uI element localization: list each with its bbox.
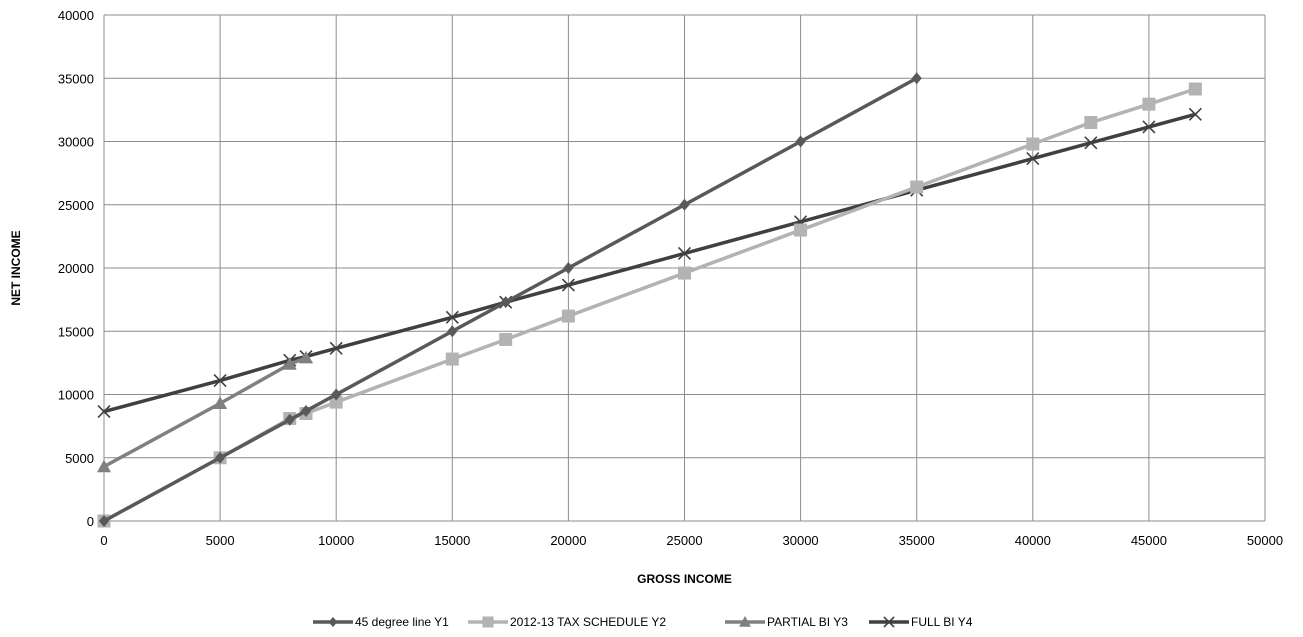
x-tick-label: 0 <box>100 533 107 548</box>
data-point <box>1084 136 1098 150</box>
data-point <box>500 296 511 309</box>
x-tick-label: 15000 <box>434 533 470 548</box>
data-point <box>329 395 343 409</box>
legend-item: 45 degree line Y1 <box>313 615 449 629</box>
data-point <box>678 266 691 280</box>
data-point <box>331 388 342 401</box>
data-point <box>213 374 227 388</box>
data-point <box>282 357 297 370</box>
series-line <box>103 76 918 523</box>
y-tick-label: 0 <box>87 514 94 529</box>
data-point <box>300 404 312 417</box>
data-point <box>794 223 808 237</box>
series-line <box>103 356 307 469</box>
y-tick-label: 35000 <box>58 71 94 86</box>
series-line <box>103 87 1196 523</box>
x-tick-label: 30000 <box>783 533 819 548</box>
legend-item: 2012-13 TAX SCHEDULE Y2 <box>468 615 666 629</box>
y-tick-label: 5000 <box>65 451 94 466</box>
x-marker <box>883 616 895 628</box>
x-tick-label: 20000 <box>550 533 586 548</box>
x-tick-label: 35000 <box>899 533 935 548</box>
data-point <box>561 278 575 292</box>
data-point <box>445 310 459 324</box>
data-point <box>679 198 690 211</box>
data-point <box>97 405 111 419</box>
x-tick-label: 5000 <box>206 533 235 548</box>
data-point <box>1188 107 1202 121</box>
x-tick-label: 50000 <box>1247 533 1283 548</box>
data-point <box>1188 82 1202 96</box>
data-point <box>98 515 110 527</box>
x-tick-label: 10000 <box>318 533 354 548</box>
data-point <box>1026 137 1040 151</box>
x-axis-title: GROSS INCOME <box>637 572 732 586</box>
legend-label: PARTIAL BI Y3 <box>767 615 848 629</box>
data-point <box>677 246 692 261</box>
data-point <box>911 72 922 85</box>
data-point <box>561 309 575 323</box>
x-tick-label: 45000 <box>1131 533 1167 548</box>
legend-label: 45 degree line Y1 <box>355 615 449 629</box>
series-4 <box>97 107 1202 419</box>
data-point <box>795 135 806 148</box>
data-point <box>447 325 458 338</box>
y-tick-label: 15000 <box>58 324 94 339</box>
y-axis-title: NET INCOME <box>9 230 23 305</box>
data-point <box>213 396 228 409</box>
triangle-marker <box>739 616 751 627</box>
data-point <box>284 413 295 426</box>
data-point <box>1084 116 1098 130</box>
square-marker <box>482 616 494 628</box>
series-1 <box>98 72 922 527</box>
series-3 <box>97 350 314 473</box>
data-point <box>499 332 513 346</box>
data-point <box>1026 152 1040 166</box>
x-axis-ticks: 0 5000 10000 15000 20000 25000 30000 35000 40000… <box>100 533 1283 548</box>
y-tick-label: 25000 <box>58 198 94 213</box>
legend-item: FULL BI Y4 <box>869 615 973 629</box>
data-point <box>329 341 343 355</box>
series-2 <box>97 82 1202 528</box>
y-axis-ticks: 0 5000 10000 15000 20000 25000 30000 35000 40000 <box>58 8 94 529</box>
data-point <box>910 180 924 194</box>
legend-label: FULL BI Y4 <box>911 615 973 629</box>
y-tick-label: 40000 <box>58 8 94 23</box>
x-tick-label: 40000 <box>1015 533 1051 548</box>
y-tick-label: 30000 <box>58 135 94 150</box>
series-layer <box>97 72 1202 528</box>
data-point <box>299 350 314 364</box>
y-tick-label: 20000 <box>58 261 94 276</box>
legend-item: PARTIAL BI Y3 <box>725 615 848 629</box>
legend-label: 2012-13 TAX SCHEDULE Y2 <box>510 615 666 629</box>
y-tick-label: 10000 <box>58 388 94 403</box>
legend: 45 degree line Y1 2012-13 TAX SCHEDULE Y2… <box>313 615 973 629</box>
data-point <box>1142 120 1156 134</box>
data-point <box>215 451 226 464</box>
diamond-marker <box>328 616 338 628</box>
data-point <box>445 352 459 366</box>
data-point <box>1142 97 1156 111</box>
data-point <box>563 262 574 274</box>
data-point <box>97 459 111 473</box>
x-tick-label: 25000 <box>666 533 702 548</box>
